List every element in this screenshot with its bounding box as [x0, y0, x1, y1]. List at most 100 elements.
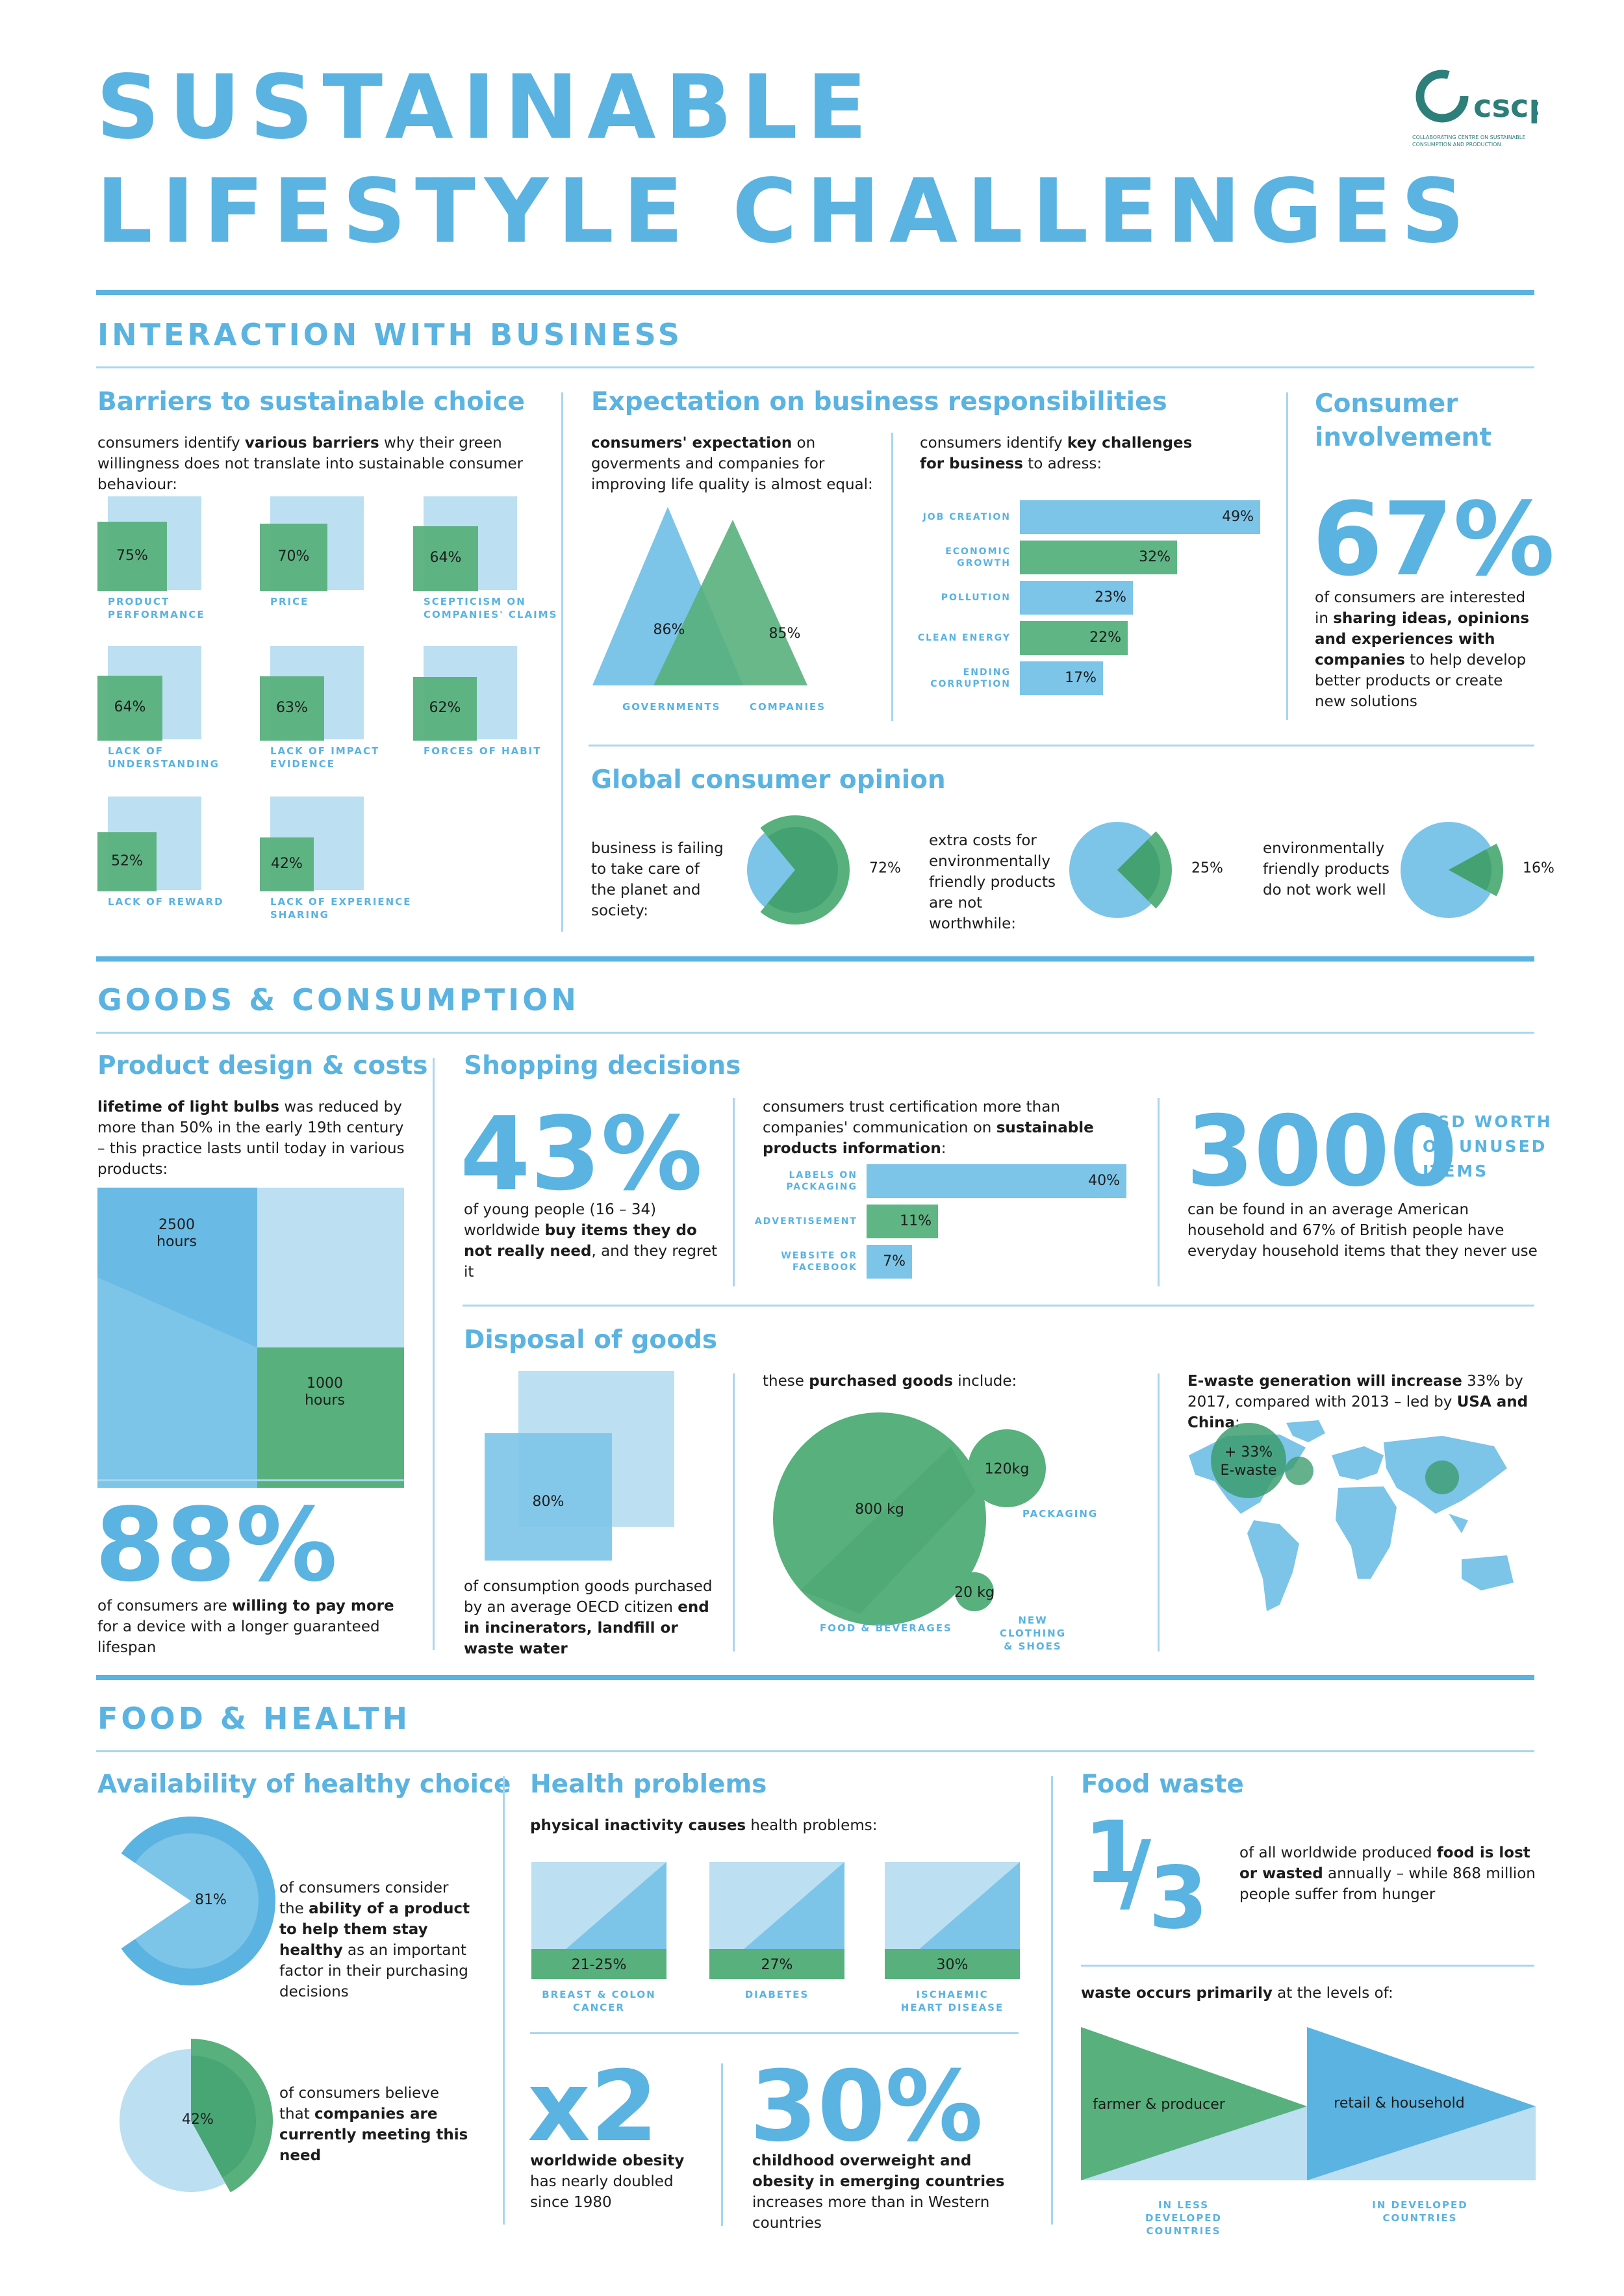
- clothing-circle: [955, 1572, 994, 1611]
- food-waste-title: Food waste: [1081, 1770, 1244, 1799]
- bar: [1020, 541, 1177, 574]
- disposal-square: [485, 1433, 612, 1561]
- availability-text: of consumers consider the ability of a p…: [279, 1880, 470, 2000]
- column-separator: [503, 1776, 505, 2225]
- barriers-text: consumers identify various barriers why …: [97, 435, 524, 493]
- bar: [1020, 581, 1133, 615]
- expectation-left-text: consumers' expectation on goverments and…: [591, 435, 873, 493]
- health-label: BREAST & COLON CANCER: [542, 1989, 656, 2013]
- column-separator: [1158, 1098, 1160, 1286]
- column-separator: [733, 1373, 735, 1652]
- opinion-value: 16%: [1523, 860, 1554, 876]
- less-developed-label: IN LESS DEVELOPED COUNTRIES: [1145, 2199, 1223, 2237]
- young-people-text: of young people (16 – 34) worldwide buy …: [464, 1201, 718, 1281]
- key-challenges-text: consumers identify key challenges for bu…: [920, 435, 1193, 472]
- section-divider: [96, 366, 1534, 368]
- involvement-text: of consumers are interested in sharing i…: [1315, 589, 1530, 710]
- bar-value-label: 7%: [883, 1253, 906, 1269]
- barrier-value: 52%: [111, 852, 143, 869]
- expectation-triangles: 86% 85%: [592, 507, 807, 685]
- health-label: ISCHAEMIC HEART DISEASE: [900, 1989, 1004, 2013]
- bar-category-label: ECONOMIC GROWTH: [945, 546, 1011, 568]
- opinion-pie: [747, 815, 850, 925]
- availability-text: of consumers believe that companies are …: [279, 2085, 468, 2164]
- governments-label: GOVERNMENTS: [622, 701, 721, 713]
- column-separator: [1158, 1373, 1160, 1652]
- barrier-item: 70% PRICE: [260, 496, 390, 639]
- packaging-circle: [968, 1429, 1046, 1507]
- companies-triangle: [653, 520, 807, 685]
- bar-category-label: CLEAN ENERGY: [917, 633, 1011, 643]
- barrier-value: 70%: [277, 548, 310, 565]
- farmer-label: farmer & producer: [1093, 2097, 1226, 2113]
- barrier-value-square: [260, 837, 314, 891]
- involvement-value: 67%: [1312, 480, 1555, 598]
- availability-value: 42%: [182, 2111, 214, 2128]
- barrier-label: LACK OF IMPACT EVIDENCE: [270, 745, 380, 770]
- willing-to-pay-text: of consumers are willing to pay more for…: [97, 1598, 394, 1656]
- involvement-title: Consumer involvement: [1315, 389, 1492, 452]
- availability-value: 81%: [195, 1892, 227, 1908]
- ewaste-label: E-waste: [1221, 1462, 1277, 1479]
- bar-value-label: 40%: [1088, 1173, 1120, 1189]
- column-separator: [433, 1058, 435, 1650]
- opinion-text: business is failing to take care of the …: [591, 840, 724, 919]
- barrier-label: PRICE: [270, 596, 309, 607]
- barrier-label: LACK OF UNDERSTANDING: [108, 745, 220, 770]
- barrier-item: 52% LACK OF REWARD: [97, 797, 227, 939]
- logo-subtitle-2: CONSUMPTION AND PRODUCTION: [1412, 142, 1501, 147]
- health-value-band: [531, 1949, 666, 1979]
- light-bulb-chart: 2500 hours 1000 hours: [97, 1188, 404, 1488]
- barrier-value-square: [413, 677, 477, 741]
- subsection-divider: [1081, 1965, 1534, 1967]
- cscp-logo[interactable]: cscp COLLABORATING CENTRE ON SUSTAINABLE…: [1408, 64, 1551, 148]
- column-separator: [1286, 392, 1288, 720]
- availability-pie: [107, 1817, 275, 1985]
- ewaste-circle: [1211, 1423, 1286, 1498]
- bar-category-label: WEBSITE OR FACEBOOK: [781, 1251, 857, 1273]
- barrier-item: 63% LACK OF IMPACT EVIDENCE: [260, 646, 390, 789]
- companies-label: COMPANIES: [750, 701, 826, 713]
- barrier-item: 64% LACK OF UNDERSTANDING: [97, 646, 227, 789]
- column-separator: [733, 1098, 735, 1286]
- subsection-divider: [589, 745, 1534, 746]
- opinion-value: 25%: [1191, 860, 1223, 876]
- health-title: Health problems: [530, 1770, 767, 1799]
- barrier-value: 42%: [271, 855, 303, 872]
- column-separator: [891, 433, 893, 721]
- column-separator: [721, 2063, 723, 2226]
- bar-value-label: 11%: [900, 1213, 932, 1229]
- disposal-value: 80%: [533, 1494, 565, 1510]
- page-title-line-1: SUSTAINABLE: [96, 57, 876, 159]
- less-developed-wedge: [1081, 2027, 1307, 2180]
- barrier-item: 75% PRODUCT PERFORMANCE: [97, 496, 227, 639]
- opinion-value: 72%: [869, 860, 901, 876]
- bar: [867, 1164, 1126, 1198]
- section-title-business: INTERACTION WITH BUSINESS: [97, 317, 683, 352]
- ewaste-text: E-waste generation will increase 33% by …: [1187, 1373, 1529, 1431]
- packaging-value: 120kg: [985, 1461, 1030, 1477]
- section-divider-food: [96, 1675, 1534, 1680]
- developed-wedge: [1307, 2027, 1536, 2180]
- bar-category-label: ADVERTISEMENT: [754, 1216, 857, 1227]
- barrier-item: 42% LACK OF EXPERIENCE SHARING: [260, 797, 410, 939]
- bar: [1020, 500, 1260, 534]
- health-label: DIABETES: [744, 1989, 809, 2000]
- barrier-item: 64% SCEPTICISM ON COMPANIES' CLAIMS: [413, 496, 556, 639]
- section-title-food: FOOD & HEALTH: [97, 1701, 411, 1736]
- developed-label: IN DEVELOPED COUNTRIES: [1372, 2199, 1468, 2224]
- barrier-label: LACK OF EXPERIENCE SHARING: [270, 896, 412, 921]
- health-value-band: [709, 1949, 844, 1979]
- logo-subtitle-1: COLLABORATING CENTRE ON SUSTAINABLE: [1412, 134, 1526, 140]
- food-waste-fraction: 1 / 3: [1084, 1803, 1208, 1948]
- 1000-hours-label: 1000 hours: [305, 1375, 345, 1409]
- ewaste-value: + 33%: [1224, 1444, 1273, 1461]
- bar: [867, 1245, 912, 1279]
- usd-text: can be found in an average American hous…: [1187, 1201, 1538, 1260]
- child-obesity-value: 30%: [750, 2050, 983, 2163]
- world-map: + 33% E-waste: [1189, 1420, 1514, 1611]
- retail-label: retail & household: [1334, 2095, 1464, 2111]
- opinion-pie: [1401, 822, 1503, 918]
- purchased-goods-circles: 800 kg 120kg 20 kg: [773, 1412, 1046, 1626]
- expectation-title: Expectation on business responsibilities: [591, 387, 1167, 416]
